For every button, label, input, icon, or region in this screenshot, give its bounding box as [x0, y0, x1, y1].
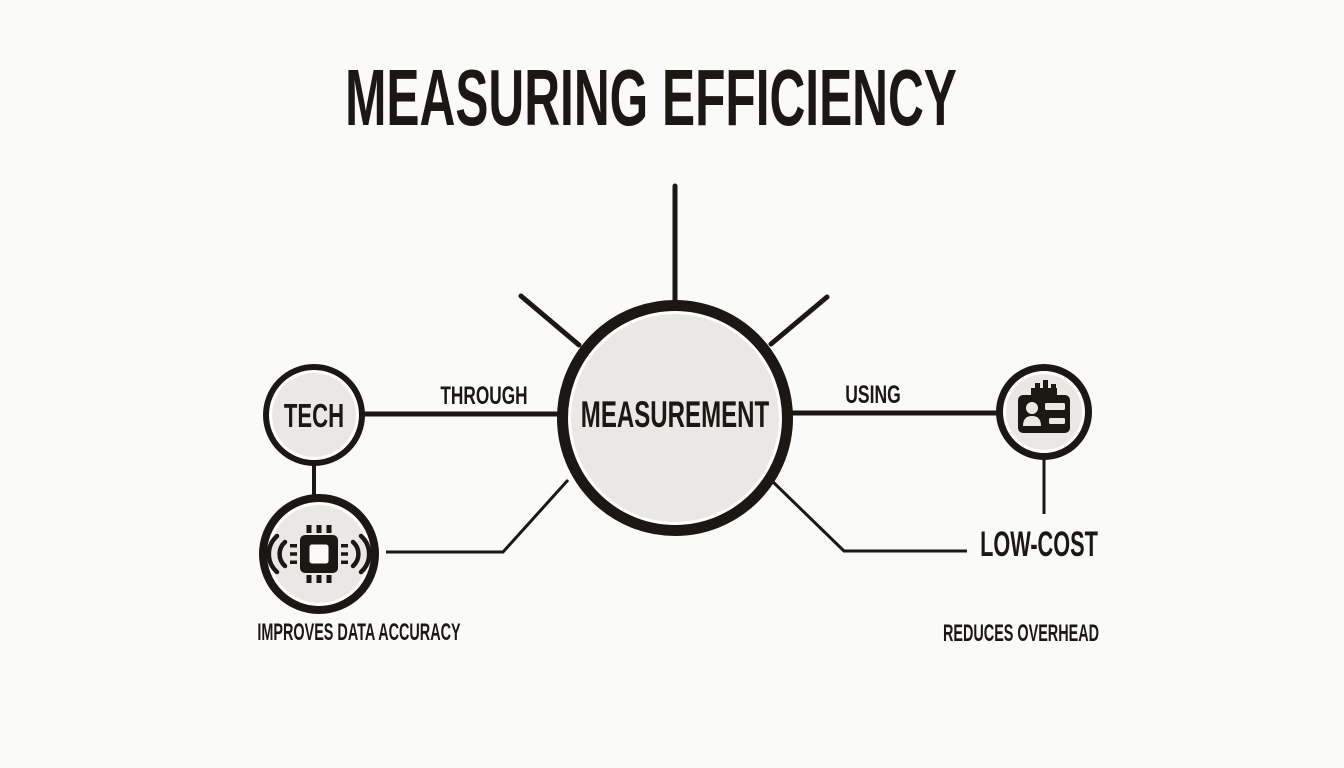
bottom-left-callout-line [386, 478, 570, 554]
badge-node [996, 364, 1092, 460]
tech-node-label: TECH [283, 397, 345, 434]
diagram-title: MEASURING EFFICIENCY [345, 53, 957, 142]
central-node [557, 300, 793, 536]
bottom-right-callout-line [769, 478, 967, 553]
low-cost-callout-label: LOW-COST [980, 525, 1098, 564]
reduces-overhead-caption: REDUCES OVERHEAD [942, 620, 1100, 647]
connector-lines [312, 183, 1046, 554]
using-connector-label: USING [845, 381, 901, 409]
upper-left-spoke-line [518, 293, 582, 348]
central-node-label: MEASUREMENT [580, 394, 770, 435]
upper-right-spoke-line [768, 294, 830, 347]
through-connector-label: THROUGH [440, 382, 528, 410]
sensor-node [259, 494, 379, 614]
tech-node [263, 364, 365, 466]
chip-signal-icon [266, 525, 372, 583]
id-badge-icon [1018, 380, 1070, 433]
improves-data-accuracy-caption: IMPROVES DATA ACCURACY [257, 619, 461, 646]
